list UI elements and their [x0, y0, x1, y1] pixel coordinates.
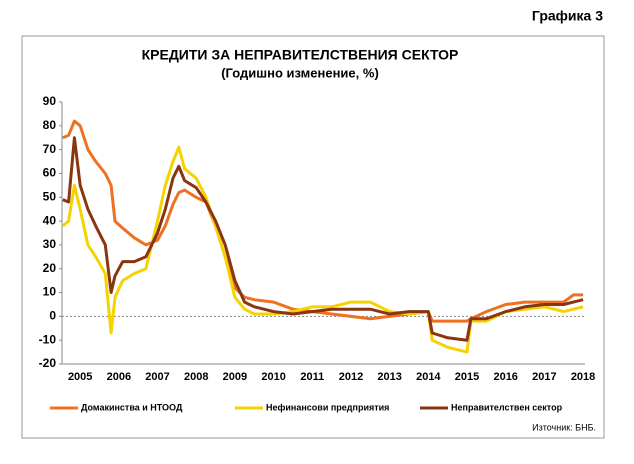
y-tick-label: 70	[43, 142, 57, 156]
y-tick-label: 20	[43, 261, 57, 275]
y-tick-label: 40	[43, 213, 57, 227]
y-tick-label: 80	[43, 118, 57, 132]
y-tick-label: 30	[43, 237, 57, 251]
legend-label: Домакинства и НТООД	[81, 402, 183, 412]
y-tick-label: -10	[39, 332, 57, 346]
x-tick-label: 2009	[223, 371, 247, 383]
x-tick-label: 2006	[107, 371, 131, 383]
figure-label: Графика 3	[532, 8, 603, 24]
legend-label: Неправителствен сектор	[451, 402, 563, 412]
x-tick-label: 2015	[455, 371, 479, 383]
y-tick-label: 90	[43, 94, 57, 108]
chart-subtitle: (Годишно изменение, %)	[221, 65, 379, 80]
x-tick-label: 2011	[300, 371, 324, 383]
y-tick-label: 10	[43, 285, 57, 299]
y-tick-label: 60	[43, 166, 57, 180]
y-tick-label: -20	[39, 356, 57, 370]
chart-title: КРЕДИТИ ЗА НЕПРАВИТЕЛСТВЕНИЯ СЕКТОР	[142, 47, 459, 63]
y-tick-label: 50	[43, 189, 57, 203]
series-line	[62, 119, 584, 323]
x-tick-label: 2008	[184, 371, 208, 383]
legend-label: Нефинансови предприятия	[266, 402, 389, 412]
x-tick-label: 2017	[532, 371, 556, 383]
x-tick-label: 2018	[571, 371, 595, 383]
x-tick-label: 2014	[416, 371, 441, 383]
source-note: Източник: БНБ.	[532, 422, 596, 432]
y-tick-label: 0	[49, 309, 56, 323]
x-tick-label: 2007	[145, 371, 169, 383]
frame	[21, 35, 605, 439]
x-tick-label: 2012	[339, 371, 363, 383]
series-line	[62, 136, 584, 342]
x-tick-label: 2010	[261, 371, 285, 383]
x-tick-label: 2016	[493, 371, 517, 383]
x-tick-label: 2013	[377, 371, 401, 383]
x-tick-label: 2005	[68, 371, 92, 383]
series-line	[61, 145, 584, 354]
